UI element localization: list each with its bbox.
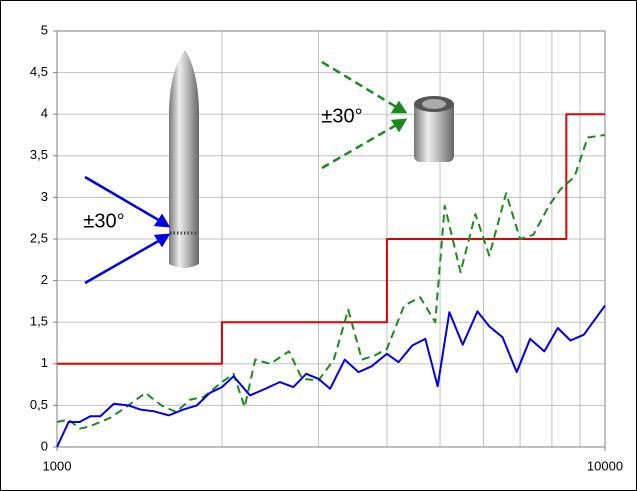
y-tick-label: 3,5 — [30, 147, 48, 162]
y-tick-label: 0 — [41, 438, 48, 453]
series-layer — [56, 113, 606, 448]
arrows-green — [321, 60, 408, 170]
mic-capsule — [414, 96, 454, 162]
y-tick-label: 4 — [41, 106, 48, 121]
y-tick-label: 0,5 — [30, 397, 48, 412]
y-tick-label: 1,5 — [30, 314, 48, 329]
y-tick-label: 2,5 — [30, 230, 48, 245]
annotation: ±30° — [83, 210, 124, 232]
series-line — [56, 134, 606, 430]
y-tick-label: 3 — [41, 189, 48, 204]
y-tick-label: 5 — [41, 22, 48, 37]
y-tick-label: 1 — [41, 355, 48, 370]
y-tick-label: 4,5 — [30, 64, 48, 79]
arrows-blue — [84, 175, 171, 285]
series-line — [56, 304, 606, 448]
x-tick-label: 1000 — [43, 458, 72, 473]
annotation: ±30° — [321, 105, 362, 127]
y-tick-label: 2 — [41, 272, 48, 287]
mic-pencil — [169, 50, 199, 268]
series-line — [57, 113, 605, 365]
x-tick-label: 10000 — [587, 458, 623, 473]
